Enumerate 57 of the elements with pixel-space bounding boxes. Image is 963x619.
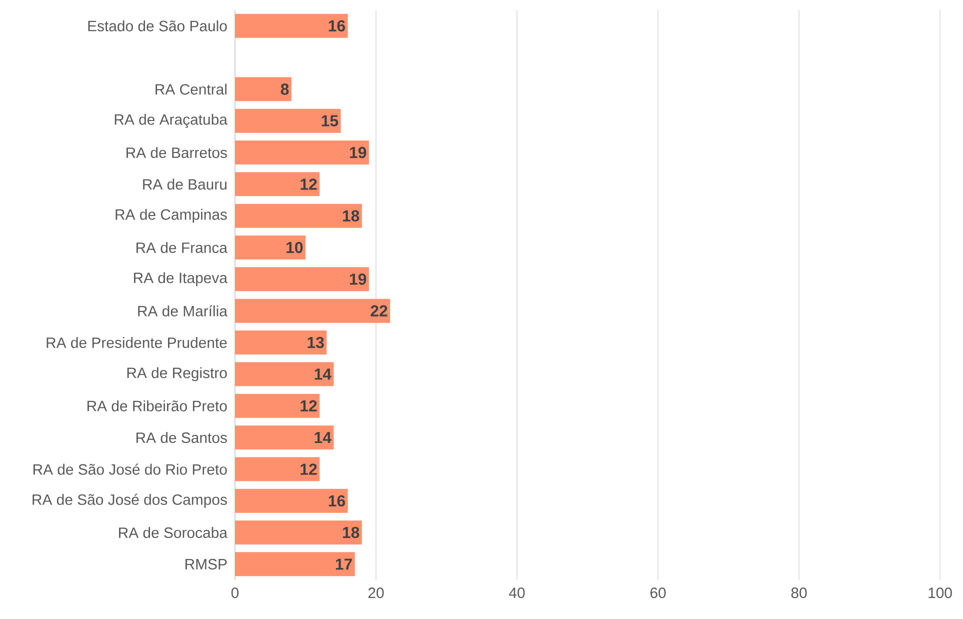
data-label: 15 bbox=[322, 115, 338, 126]
bar bbox=[235, 108, 341, 133]
data-label: 14 bbox=[314, 368, 332, 380]
data-label: 17 bbox=[336, 558, 352, 570]
y-tick-label: RA de Campinas bbox=[116, 208, 227, 223]
data-label: 22 bbox=[370, 305, 388, 316]
bar bbox=[235, 14, 348, 38]
y-tick-label: RA de Bauru bbox=[143, 178, 226, 190]
x-tick-label: 0 bbox=[231, 588, 239, 598]
x-tick-label: 60 bbox=[650, 588, 666, 598]
y-tick-label: RA Central bbox=[156, 84, 226, 95]
data-label: 18 bbox=[342, 526, 360, 538]
data-label: 16 bbox=[328, 20, 346, 32]
bar bbox=[235, 330, 327, 355]
data-label: 18 bbox=[342, 210, 360, 222]
bar bbox=[235, 77, 292, 102]
bar bbox=[235, 394, 320, 418]
y-tick-label: RA de Araçatuba bbox=[114, 114, 228, 128]
y-tick-label: RA de São José do Rio Preto bbox=[33, 464, 227, 475]
bar bbox=[235, 520, 362, 545]
bar bbox=[235, 236, 306, 260]
bar bbox=[235, 362, 334, 386]
bar bbox=[235, 172, 320, 196]
data-label: 19 bbox=[350, 146, 366, 158]
data-label: 12 bbox=[300, 400, 317, 412]
y-tick-label: Estado de São Paulo bbox=[88, 20, 227, 32]
data-label: 16 bbox=[328, 495, 346, 506]
y-tick-label: RA de Barretos bbox=[126, 147, 227, 158]
data-label: 14 bbox=[314, 432, 332, 443]
data-label: 10 bbox=[286, 242, 303, 254]
data-label: 8 bbox=[280, 84, 289, 95]
y-tick-label: RMSP bbox=[186, 558, 227, 570]
y-tick-label: RA de Sorocaba bbox=[119, 527, 228, 538]
y-tick-label: RA de Santos bbox=[136, 432, 227, 443]
y-tick-label: RA de Marília bbox=[138, 305, 228, 316]
y-tick-label: RA de Registro bbox=[127, 367, 227, 382]
x-tick-label: 80 bbox=[791, 588, 807, 598]
data-label: 12 bbox=[300, 464, 317, 475]
data-label: 13 bbox=[308, 336, 324, 348]
data-label: 19 bbox=[350, 274, 366, 285]
y-tick-label: RA de Presidente Prudente bbox=[46, 337, 227, 348]
bar bbox=[235, 457, 320, 482]
data-label: 12 bbox=[300, 178, 317, 190]
y-tick-label: RA de São José dos Campos bbox=[32, 494, 227, 508]
bar bbox=[235, 267, 369, 292]
bar bbox=[235, 488, 348, 513]
x-tick-label: 40 bbox=[509, 588, 525, 598]
y-tick-label: RA de Itapeva bbox=[134, 272, 228, 286]
bar bbox=[235, 204, 362, 228]
bar bbox=[235, 552, 355, 576]
x-tick-label: 100 bbox=[928, 588, 952, 598]
bar bbox=[235, 298, 390, 323]
bar bbox=[235, 426, 334, 450]
bar bbox=[235, 140, 369, 165]
y-tick-label: RA de Ribeirão Preto bbox=[87, 400, 227, 412]
y-tick-label: RA de Franca bbox=[136, 242, 228, 253]
x-tick-label: 20 bbox=[368, 588, 384, 598]
